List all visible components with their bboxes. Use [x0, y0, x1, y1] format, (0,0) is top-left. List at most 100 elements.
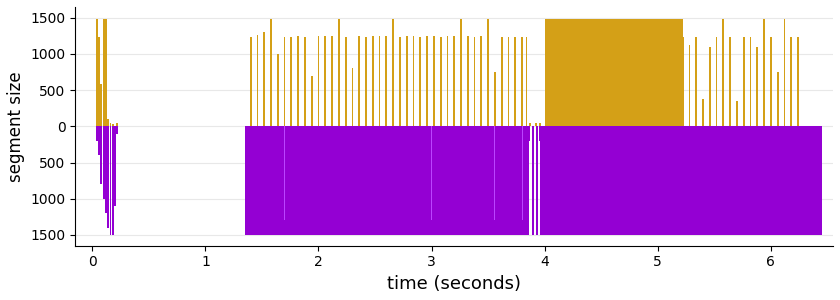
Bar [249, 37, 251, 126]
Bar [270, 19, 272, 126]
Bar [116, 123, 118, 126]
Bar [98, 37, 100, 126]
Bar [263, 32, 265, 126]
Bar [743, 37, 744, 126]
Y-axis label: segment size: segment size [7, 71, 25, 182]
Bar [536, 126, 538, 235]
Bar [102, 126, 104, 199]
Bar [495, 126, 496, 220]
Bar [351, 68, 354, 126]
Bar [297, 36, 299, 126]
Bar [777, 72, 779, 126]
Bar [736, 101, 738, 126]
Bar [696, 37, 697, 126]
Bar [474, 37, 475, 126]
Bar [507, 37, 509, 126]
Bar [467, 36, 469, 126]
Bar [702, 99, 704, 126]
Bar [439, 37, 442, 126]
Bar [433, 36, 435, 126]
Bar [365, 126, 366, 220]
Bar [331, 36, 333, 126]
Bar [392, 19, 394, 126]
Bar [245, 126, 529, 235]
Bar [291, 37, 292, 126]
Bar [756, 47, 759, 126]
Bar [764, 126, 765, 235]
Bar [249, 37, 251, 126]
Bar [689, 45, 690, 126]
Bar [114, 126, 116, 206]
Bar [386, 36, 387, 126]
Bar [379, 36, 381, 126]
Bar [447, 36, 449, 126]
Bar [331, 36, 333, 126]
Bar [412, 36, 414, 126]
Bar [535, 123, 537, 126]
Bar [749, 126, 752, 235]
Bar [399, 37, 401, 126]
Bar [454, 36, 455, 126]
Bar [487, 19, 489, 126]
Bar [379, 36, 381, 126]
Bar [454, 36, 455, 126]
Bar [543, 126, 822, 235]
Bar [756, 126, 759, 235]
Bar [112, 126, 113, 235]
Bar [102, 19, 104, 126]
Bar [365, 37, 367, 126]
Bar [284, 37, 286, 126]
Bar [263, 32, 265, 126]
Bar [447, 36, 449, 126]
Bar [105, 19, 107, 126]
Bar [431, 126, 432, 220]
Bar [344, 37, 347, 126]
Bar [494, 72, 496, 126]
Bar [359, 36, 360, 126]
Bar [743, 126, 744, 235]
Bar [426, 36, 428, 126]
Bar [372, 36, 374, 126]
Bar [406, 36, 407, 126]
Bar [533, 126, 534, 235]
Bar [709, 126, 711, 235]
Bar [736, 126, 738, 235]
Bar [521, 37, 523, 126]
Bar [540, 126, 542, 235]
Bar [529, 123, 531, 126]
Bar [324, 36, 326, 126]
Bar [277, 54, 279, 126]
Bar [399, 37, 401, 126]
Bar [256, 35, 259, 126]
Bar [770, 37, 772, 126]
Bar [318, 36, 319, 126]
Bar [521, 37, 523, 126]
Bar [722, 126, 724, 235]
Bar [797, 37, 799, 126]
Bar [729, 37, 731, 126]
Bar [277, 54, 279, 126]
Bar [526, 37, 528, 126]
Bar [460, 19, 462, 126]
Bar [426, 36, 428, 126]
Bar [412, 36, 414, 126]
Bar [716, 37, 717, 126]
Bar [96, 126, 97, 141]
Bar [116, 126, 118, 134]
Bar [406, 36, 407, 126]
Bar [797, 126, 799, 235]
Bar [284, 126, 285, 220]
Bar [682, 126, 684, 235]
Bar [770, 126, 772, 235]
Bar [96, 19, 97, 126]
Bar [304, 37, 306, 126]
X-axis label: time (seconds): time (seconds) [387, 275, 521, 293]
Bar [392, 19, 394, 126]
Bar [539, 126, 541, 141]
Bar [709, 47, 711, 126]
Bar [480, 36, 482, 126]
Bar [528, 126, 530, 141]
Bar [439, 37, 442, 126]
Bar [467, 36, 469, 126]
Bar [304, 37, 306, 126]
